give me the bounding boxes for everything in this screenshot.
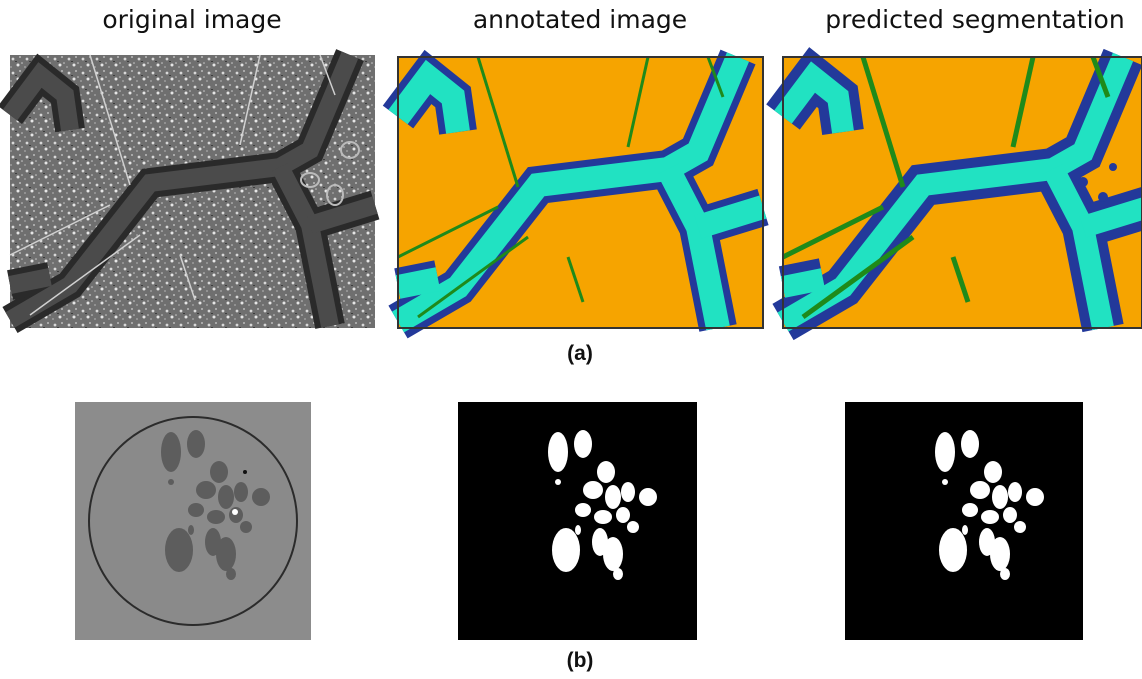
- figure: original image annotated image predicted…: [0, 0, 1142, 679]
- predicted-mask: [845, 402, 1083, 640]
- ct-slice: [75, 402, 311, 640]
- panel-label: (b): [567, 649, 594, 672]
- predicted-map: [783, 57, 1142, 328]
- image-part: [1098, 192, 1108, 202]
- image-part: [243, 470, 247, 474]
- original-micrograph: [10, 55, 375, 328]
- image-part: [232, 509, 238, 515]
- panel-label: (a): [567, 342, 593, 365]
- annotated-map: [398, 57, 763, 328]
- column-title: original image: [102, 5, 281, 34]
- annotated-mask: [458, 402, 697, 640]
- column-title: predicted segmentation: [825, 5, 1124, 34]
- column-title: annotated image: [473, 5, 687, 34]
- image-part: [1109, 163, 1117, 171]
- image-part: [1078, 177, 1088, 187]
- page: original image annotated image predicted…: [0, 0, 1142, 679]
